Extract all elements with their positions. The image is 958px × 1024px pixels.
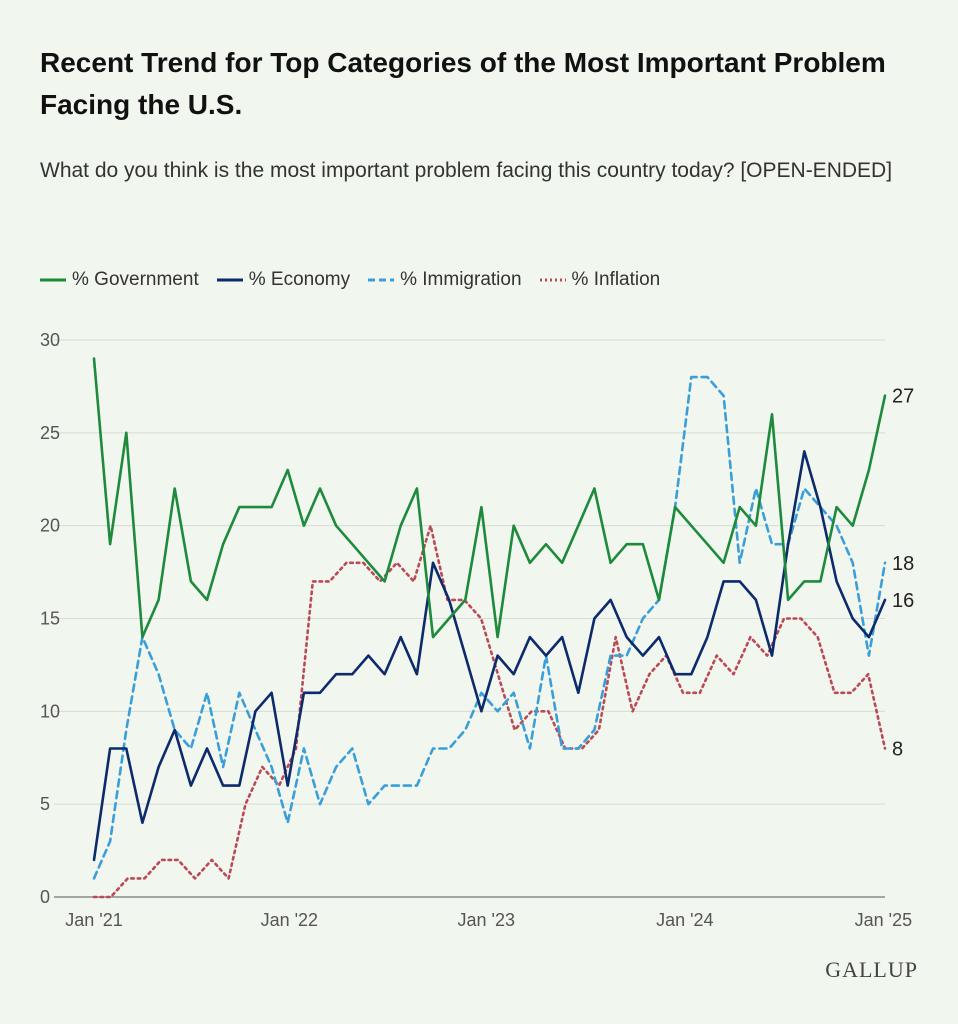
legend-swatch-immigration-icon [368, 278, 395, 282]
x-tick-label-3: Jan '24 [656, 910, 713, 930]
x-tick-label-2: Jan '23 [458, 910, 515, 930]
legend-label-immigration: % Immigration [400, 269, 522, 290]
end-label-economy: 16 [892, 590, 914, 612]
series-line-economy [92, 450, 887, 862]
x-tick-label-1: Jan '22 [261, 910, 318, 930]
end-label-government: 27 [892, 386, 914, 408]
legend-item-immigration: % Immigration [368, 269, 522, 291]
series-line-government [92, 357, 887, 639]
legend-swatch-inflation-icon [539, 278, 566, 282]
legend-swatch-government-icon [40, 278, 66, 282]
chart-subtitle: What do you think is the most important … [40, 159, 893, 182]
gallup-logo: GALLUP [825, 957, 918, 982]
legend-item-economy: % Economy [216, 269, 351, 291]
y-tick-label-25: 25 [40, 423, 60, 443]
y-tick-label-10: 10 [40, 701, 60, 721]
series-line-immigration [92, 375, 887, 880]
end-label-immigration: 18 [892, 553, 914, 575]
legend-item-inflation: % Inflation [539, 269, 661, 291]
legend-label-inflation: % Inflation [571, 269, 661, 290]
x-tick-label-0: Jan '21 [65, 910, 122, 930]
y-tick-label-0: 0 [40, 887, 50, 907]
chart-title: Recent Trend for Top Categories of the M… [40, 47, 886, 120]
legend-item-government: % Government [40, 269, 199, 291]
y-tick-label-30: 30 [40, 330, 60, 350]
x-tick-label-4: Jan '25 [855, 910, 912, 930]
y-tick-label-5: 5 [40, 794, 50, 814]
legend-label-government: % Government [72, 269, 199, 290]
legend: % Government % Economy % Immigration % I… [40, 265, 678, 295]
end-label-inflation: 8 [892, 738, 903, 760]
y-tick-label-15: 15 [40, 609, 60, 629]
legend-swatch-economy-icon [216, 278, 243, 282]
series-line-inflation [92, 524, 887, 899]
y-tick-label-20: 20 [40, 516, 60, 536]
legend-label-economy: % Economy [248, 269, 351, 290]
